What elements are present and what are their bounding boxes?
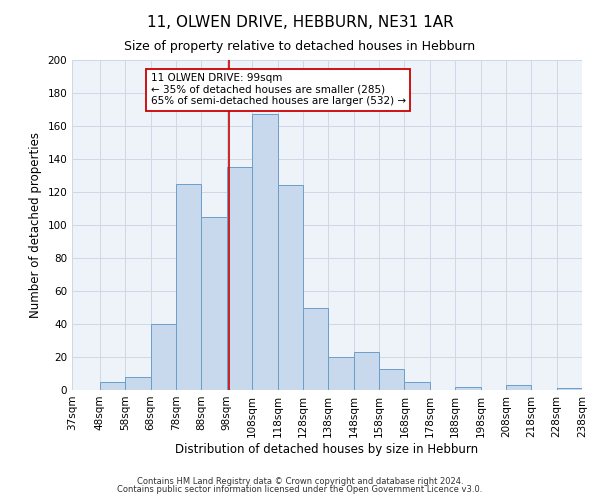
Bar [125, 377, 151, 390]
Text: Contains HM Land Registry data © Crown copyright and database right 2024.: Contains HM Land Registry data © Crown c… [137, 477, 463, 486]
Bar [100, 382, 125, 390]
Text: Contains public sector information licensed under the Open Government Licence v3: Contains public sector information licen… [118, 485, 482, 494]
Bar [404, 382, 430, 390]
Bar [328, 357, 353, 390]
Text: Size of property relative to detached houses in Hebburn: Size of property relative to detached ho… [124, 40, 476, 53]
Bar [557, 388, 582, 390]
Bar [176, 184, 202, 390]
Y-axis label: Number of detached properties: Number of detached properties [29, 132, 42, 318]
Bar [379, 368, 404, 390]
Bar [202, 217, 227, 390]
Bar [506, 385, 531, 390]
X-axis label: Distribution of detached houses by size in Hebburn: Distribution of detached houses by size … [175, 442, 479, 456]
Bar [227, 167, 252, 390]
Bar [278, 186, 303, 390]
Bar [252, 114, 278, 390]
Text: 11 OLWEN DRIVE: 99sqm
← 35% of detached houses are smaller (285)
65% of semi-det: 11 OLWEN DRIVE: 99sqm ← 35% of detached … [151, 73, 406, 106]
Bar [303, 308, 328, 390]
Bar [455, 386, 481, 390]
Text: 11, OLWEN DRIVE, HEBBURN, NE31 1AR: 11, OLWEN DRIVE, HEBBURN, NE31 1AR [146, 15, 454, 30]
Bar [151, 324, 176, 390]
Bar [353, 352, 379, 390]
